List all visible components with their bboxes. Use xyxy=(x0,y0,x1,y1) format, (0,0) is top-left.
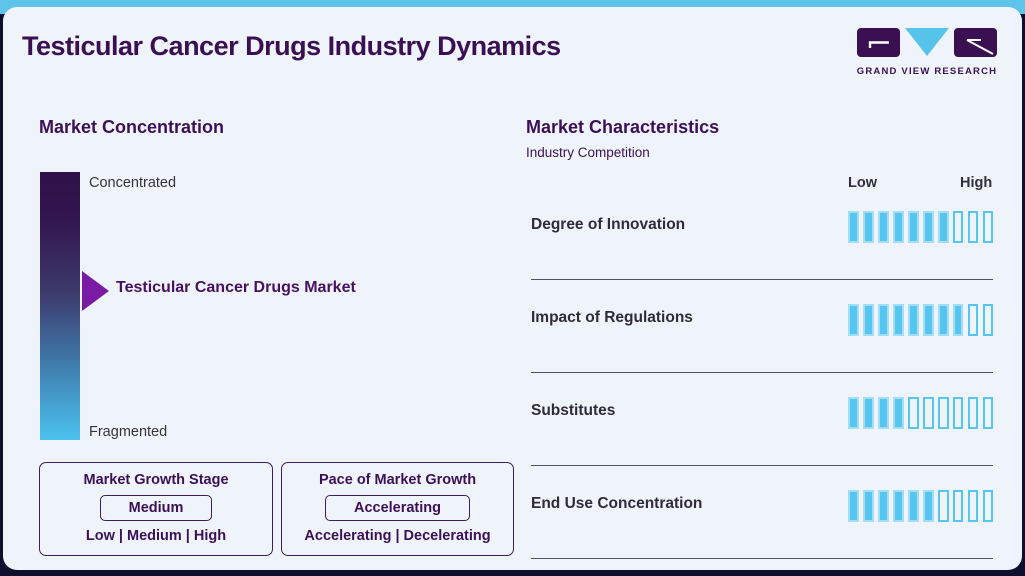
rating-segment-filled xyxy=(877,397,889,429)
rating-segment-empty xyxy=(982,490,994,522)
market-growth-stage-box: Market Growth Stage Medium Low | Medium … xyxy=(39,462,273,556)
row-label-substitutes: Substitutes xyxy=(531,402,616,419)
rating-bar-degree-of-innovation xyxy=(848,211,994,243)
rating-segment-filled xyxy=(907,211,919,243)
row-label-end-use-concentration: End Use Concentration xyxy=(531,495,703,512)
rating-segment-empty xyxy=(967,490,979,522)
brand-wordmark: GRAND VIEW RESEARCH xyxy=(856,66,998,77)
row-divider xyxy=(531,558,993,559)
industry-competition-subheading: Industry Competition xyxy=(526,145,650,160)
scale-low-label: Low xyxy=(848,175,877,191)
rating-segment-filled xyxy=(892,397,904,429)
rating-segment-filled xyxy=(892,304,904,336)
growth-stage-options: Low | Medium | High xyxy=(85,528,227,544)
rating-segment-empty xyxy=(952,397,964,429)
market-pointer-label: Testicular Cancer Drugs Market xyxy=(116,279,356,296)
brand-logo: GRAND VIEW RESEARCH xyxy=(855,27,999,77)
rating-segment-filled xyxy=(848,211,859,243)
rating-segment-filled xyxy=(892,490,904,522)
rating-segment-filled xyxy=(952,304,964,336)
rating-segment-filled xyxy=(877,304,889,336)
rating-segment-filled xyxy=(922,211,934,243)
rating-segment-empty xyxy=(982,211,994,243)
row-label-impact-of-regulations: Impact of Regulations xyxy=(531,309,693,326)
rating-segment-empty xyxy=(937,490,949,522)
rating-segment-filled xyxy=(862,397,874,429)
grand-view-research-logo-icon xyxy=(857,28,997,57)
rating-bar-end-use-concentration xyxy=(848,490,994,522)
infographic-card: Testicular Cancer Drugs Industry Dynamic… xyxy=(3,7,1022,570)
rating-segment-filled xyxy=(907,490,919,522)
growth-box-title: Market Growth Stage xyxy=(83,472,229,488)
rating-segment-empty xyxy=(952,211,964,243)
rating-segment-filled xyxy=(922,490,934,522)
rating-segment-empty xyxy=(907,397,919,429)
rating-segment-filled xyxy=(907,304,919,336)
rating-segment-filled xyxy=(877,211,889,243)
rating-segment-filled xyxy=(862,490,874,522)
pace-of-market-growth-box: Pace of Market Growth Accelerating Accel… xyxy=(281,462,514,556)
rating-segment-filled xyxy=(922,304,934,336)
rating-segment-empty xyxy=(922,397,934,429)
row-divider xyxy=(531,372,993,373)
rating-segment-empty xyxy=(967,304,979,336)
pace-box-title: Pace of Market Growth xyxy=(318,472,477,488)
rating-segment-filled xyxy=(862,211,874,243)
rating-bar-impact-of-regulations xyxy=(848,304,994,336)
fragmented-label: Fragmented xyxy=(89,424,168,440)
rating-segment-filled xyxy=(877,490,889,522)
rating-segment-filled xyxy=(937,304,949,336)
rating-segment-filled xyxy=(848,397,859,429)
rating-segment-empty xyxy=(967,211,979,243)
rating-segment-empty xyxy=(982,304,994,336)
market-characteristics-heading: Market Characteristics xyxy=(526,117,720,137)
pace-value-badge: Accelerating xyxy=(324,495,471,521)
rating-segment-filled xyxy=(937,211,949,243)
rating-segment-filled xyxy=(862,304,874,336)
rating-segment-empty xyxy=(982,397,994,429)
rating-segment-filled xyxy=(892,211,904,243)
market-concentration-heading: Market Concentration xyxy=(39,117,225,137)
row-divider xyxy=(531,465,993,466)
rating-segment-filled xyxy=(848,304,859,336)
page-title: Testicular Cancer Drugs Industry Dynamic… xyxy=(22,31,561,61)
concentrated-label: Concentrated xyxy=(89,175,177,191)
rating-segment-filled xyxy=(848,490,859,522)
rating-segment-empty xyxy=(952,490,964,522)
growth-stage-value-badge: Medium xyxy=(99,495,213,521)
row-label-degree-of-innovation: Degree of Innovation xyxy=(531,216,686,233)
market-pointer-arrow-icon xyxy=(82,271,109,311)
row-divider xyxy=(531,279,993,280)
pace-options: Accelerating | Decelerating xyxy=(304,528,491,544)
rating-segment-empty xyxy=(937,397,949,429)
scale-high-label: High xyxy=(960,175,993,191)
concentration-gradient-bar xyxy=(40,172,80,440)
rating-segment-empty xyxy=(967,397,979,429)
rating-bar-substitutes xyxy=(848,397,994,429)
